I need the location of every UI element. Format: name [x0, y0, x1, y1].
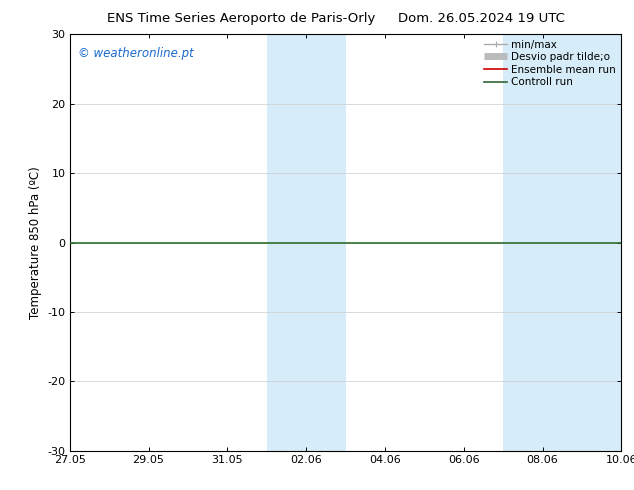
Y-axis label: Temperature 850 hPa (ºC): Temperature 850 hPa (ºC): [29, 166, 42, 319]
Text: Dom. 26.05.2024 19 UTC: Dom. 26.05.2024 19 UTC: [398, 12, 566, 25]
Text: ENS Time Series Aeroporto de Paris-Orly: ENS Time Series Aeroporto de Paris-Orly: [107, 12, 375, 25]
Text: © weatheronline.pt: © weatheronline.pt: [78, 47, 194, 60]
Legend: min/max, Desvio padr tilde;o, Ensemble mean run, Controll run: min/max, Desvio padr tilde;o, Ensemble m…: [482, 37, 618, 89]
Bar: [503, 34, 621, 451]
Bar: [267, 34, 346, 451]
